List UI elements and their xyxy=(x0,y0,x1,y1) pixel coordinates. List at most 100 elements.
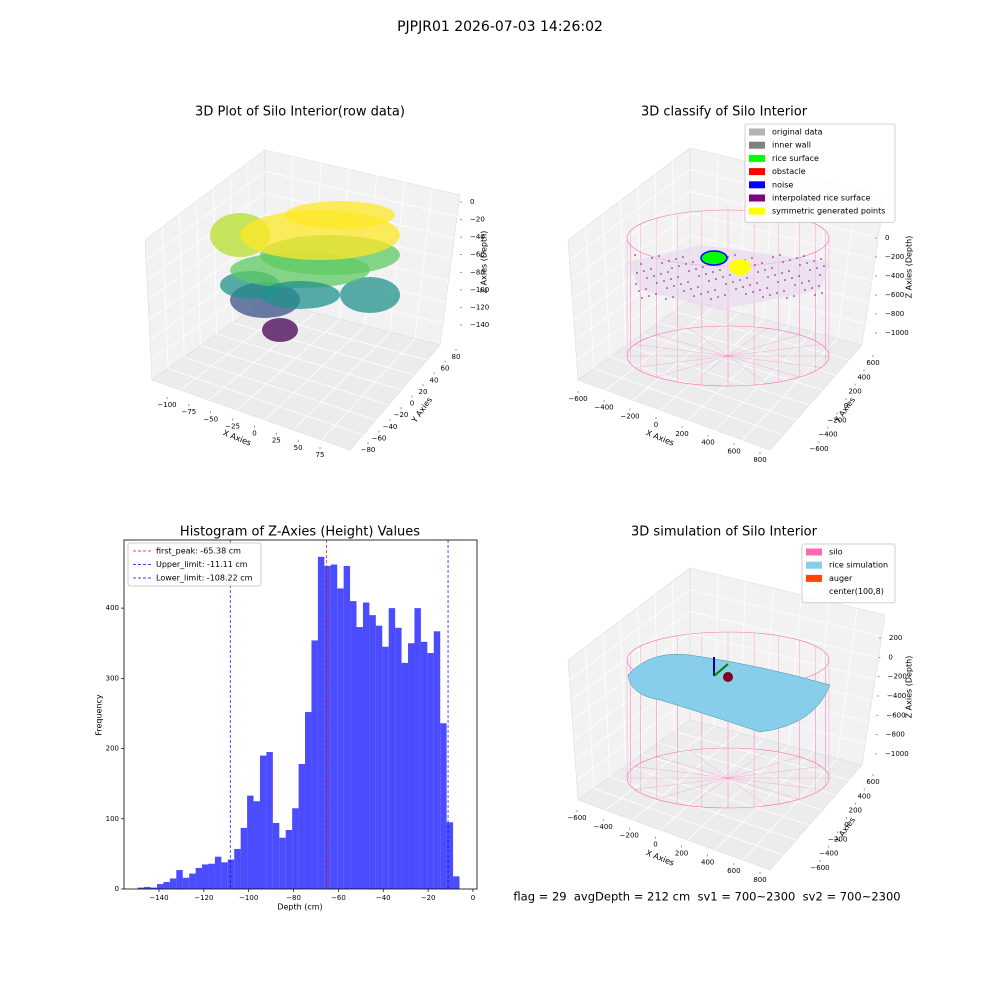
rice-point xyxy=(772,256,774,258)
x-tick-label: −25 xyxy=(225,422,240,430)
bar xyxy=(214,856,222,889)
rice-point xyxy=(793,295,795,297)
rice-point xyxy=(708,280,710,282)
silo-wire xyxy=(727,777,822,790)
bar xyxy=(382,646,389,889)
legend-swatch xyxy=(749,128,765,136)
rice-point xyxy=(688,270,690,272)
panel-title: 3D simulation of Silo Interior xyxy=(631,525,818,540)
rice-point xyxy=(641,297,643,299)
z-axis-label: Z Axies (Depth) xyxy=(905,656,914,719)
z-tick-label: −40 xyxy=(470,233,485,241)
rice-point xyxy=(783,290,785,292)
rice-point xyxy=(732,281,734,283)
rice-point xyxy=(819,274,821,276)
rice-point xyxy=(811,287,813,289)
rice-point xyxy=(645,288,647,290)
x-tick-label: −600 xyxy=(568,395,587,403)
x-tick-label: −140 xyxy=(149,894,168,902)
rice-point xyxy=(680,283,682,285)
rice-point xyxy=(789,259,791,261)
rice-point xyxy=(635,283,637,285)
z-tick-label: −800 xyxy=(886,731,905,739)
rice-points xyxy=(628,245,830,310)
y-tick-label: 200 xyxy=(106,745,119,753)
pane-grid xyxy=(585,226,595,369)
rice-point xyxy=(735,288,737,290)
bar xyxy=(208,863,215,889)
y-tick-label: 100 xyxy=(106,815,119,823)
y-tick-label: −400 xyxy=(819,850,838,858)
legend-swatch xyxy=(749,207,765,215)
bar xyxy=(350,601,357,889)
rice-point xyxy=(806,262,808,264)
rice-point xyxy=(759,289,761,291)
y-tick-label: 600 xyxy=(866,778,879,786)
z-tick-label: −20 xyxy=(470,216,485,224)
z-tick-label: −800 xyxy=(885,310,904,318)
x-tick-label: 200 xyxy=(675,849,688,857)
legend-label: silo xyxy=(829,548,843,557)
z-tick-label: −1000 xyxy=(885,750,909,758)
y-tick-label: −200 xyxy=(828,835,847,843)
rice-point xyxy=(756,282,758,284)
bar xyxy=(298,764,306,889)
x-axis-label: Depth (cm) xyxy=(277,903,322,912)
x-tick-label: −50 xyxy=(203,415,218,423)
z-axis-label: Z Axies (Depth) xyxy=(480,231,489,294)
rice-point xyxy=(668,260,670,262)
legend-label: noise xyxy=(772,180,793,189)
point-cloud xyxy=(340,277,400,313)
pane-grid xyxy=(689,589,882,637)
z-tick-label: −200 xyxy=(885,253,904,261)
legend-swatch xyxy=(749,168,765,176)
x-tick-label: 0 xyxy=(653,841,657,849)
pane-grid xyxy=(837,608,858,759)
legend-label: rice surface xyxy=(772,154,819,163)
pane-grid xyxy=(609,776,797,841)
rice-point xyxy=(665,298,667,300)
legend-label: original data xyxy=(772,128,823,137)
bar xyxy=(195,867,203,889)
bar xyxy=(330,564,338,889)
z-tick-label: −200 xyxy=(888,673,907,681)
x-tick-label: −600 xyxy=(567,814,586,822)
bar xyxy=(144,886,151,889)
rice-point xyxy=(685,263,687,265)
rice-point xyxy=(673,285,675,287)
rice-point xyxy=(660,273,662,275)
legend-label: rice simulation xyxy=(829,561,888,570)
y-tick-label: −400 xyxy=(818,431,837,439)
bar xyxy=(279,837,286,889)
legend-swatch xyxy=(806,548,822,556)
legend-swatch xyxy=(749,154,765,162)
y-tick-label: −20 xyxy=(394,411,409,419)
pane-grid xyxy=(146,192,266,281)
rice-point xyxy=(714,289,716,291)
rice-surface xyxy=(627,654,831,733)
rice-point xyxy=(715,278,717,280)
rice-point xyxy=(749,284,751,286)
z-tick-label: 0 xyxy=(470,198,474,206)
legend-label: symmetric generated points xyxy=(772,207,885,216)
pane-grid xyxy=(293,331,391,431)
y-tick-label: −40 xyxy=(383,423,398,431)
pane-grid xyxy=(321,338,416,441)
legend-box xyxy=(744,123,896,223)
x-axis-label: X Axies xyxy=(222,428,253,447)
bar xyxy=(266,752,273,889)
silo-wire xyxy=(727,355,822,368)
rice-point xyxy=(813,260,815,262)
rice-point xyxy=(779,254,781,256)
silo-wire xyxy=(727,756,800,779)
point-cloud xyxy=(260,281,340,309)
x-tick-label: 0 xyxy=(471,894,475,902)
x-tick-label: 400 xyxy=(701,439,714,447)
bar xyxy=(137,887,145,889)
pane-grid xyxy=(572,212,691,301)
x-tick-label: −200 xyxy=(620,832,639,840)
rice-point xyxy=(798,275,800,277)
x-tick-label: −40 xyxy=(376,894,391,902)
silo-wire xyxy=(727,766,822,779)
pane-grid xyxy=(161,227,169,369)
